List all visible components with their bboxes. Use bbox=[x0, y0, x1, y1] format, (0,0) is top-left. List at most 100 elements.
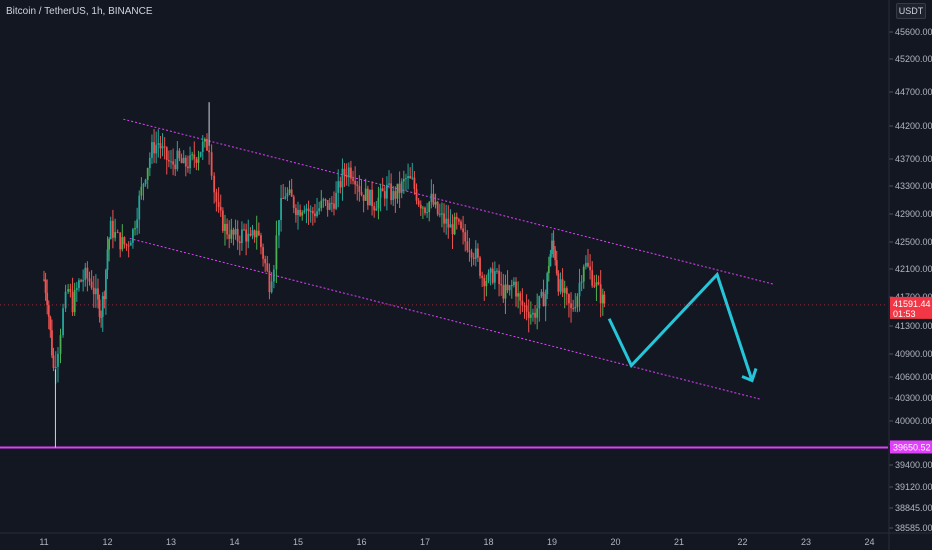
candle-body bbox=[328, 202, 331, 210]
candle-body bbox=[266, 263, 269, 271]
currency-selector[interactable]: USDT bbox=[896, 3, 926, 19]
support-price-value: 39650.52 bbox=[893, 442, 931, 452]
candle-body bbox=[515, 281, 517, 297]
candle-body bbox=[282, 197, 285, 199]
candle-body bbox=[390, 183, 393, 201]
candle-body bbox=[379, 188, 382, 198]
candle-body bbox=[527, 311, 530, 318]
candle-body bbox=[373, 206, 376, 211]
candle-body bbox=[460, 221, 462, 229]
candle-body bbox=[419, 204, 422, 209]
candle-body bbox=[447, 218, 450, 228]
candle-body bbox=[203, 138, 206, 142]
candle-body bbox=[464, 232, 467, 242]
candle-body bbox=[587, 262, 589, 267]
candle-body bbox=[146, 168, 149, 180]
candle-body bbox=[424, 207, 426, 213]
y-tick-label: 40000.00 bbox=[895, 416, 932, 426]
candle-body bbox=[434, 201, 437, 205]
candle-body bbox=[554, 249, 557, 261]
candle-body bbox=[189, 155, 191, 169]
candle-body bbox=[529, 314, 532, 318]
candle-body bbox=[593, 285, 596, 287]
candle-body bbox=[366, 188, 369, 206]
x-tick-label: 13 bbox=[166, 537, 176, 547]
x-tick-label: 16 bbox=[356, 537, 366, 547]
candle-body bbox=[500, 283, 503, 286]
candle-body bbox=[445, 218, 448, 224]
candle-body bbox=[330, 202, 333, 204]
candle-body bbox=[62, 308, 64, 336]
candle-body bbox=[305, 208, 308, 211]
candle-body bbox=[595, 282, 598, 287]
y-tick-label: 45600.00 bbox=[895, 27, 932, 37]
candle-body bbox=[398, 183, 401, 193]
candle-body bbox=[108, 239, 110, 250]
x-tick-label: 22 bbox=[737, 537, 747, 547]
candle-body bbox=[106, 249, 109, 271]
candle-body bbox=[127, 245, 130, 247]
y-tick-label: 40600.00 bbox=[895, 372, 932, 382]
candle-body bbox=[228, 234, 231, 239]
candle-body bbox=[402, 179, 405, 182]
y-tick-label: 42100.00 bbox=[895, 264, 932, 274]
candle-body bbox=[341, 168, 344, 188]
candle-body bbox=[462, 228, 464, 233]
candle-body bbox=[157, 143, 160, 145]
candle-body bbox=[472, 257, 475, 259]
candle-body bbox=[345, 175, 348, 178]
candle-body bbox=[396, 183, 399, 199]
candle-body bbox=[257, 230, 260, 236]
candle-body bbox=[584, 262, 587, 267]
candle-body bbox=[320, 200, 323, 209]
candle-body bbox=[44, 279, 47, 293]
candle-body bbox=[407, 175, 409, 179]
candle-body bbox=[441, 213, 443, 215]
candle-body bbox=[247, 233, 250, 242]
candle-body bbox=[358, 185, 361, 192]
candle-body bbox=[339, 181, 342, 188]
candle-body bbox=[167, 160, 170, 162]
candle-body bbox=[78, 280, 80, 289]
candle-body bbox=[224, 223, 226, 231]
candle-body bbox=[142, 183, 145, 187]
y-tick-label: 40900.00 bbox=[895, 349, 932, 359]
candle-body bbox=[523, 305, 526, 307]
candle-body bbox=[381, 188, 384, 192]
candle-body bbox=[116, 232, 119, 234]
y-tick-label: 39120.00 bbox=[895, 482, 932, 492]
candle-body bbox=[481, 275, 484, 278]
candle-body bbox=[400, 181, 403, 193]
candle-body bbox=[213, 175, 216, 193]
candle-body bbox=[219, 206, 222, 211]
candle-body bbox=[510, 285, 513, 287]
candle-body bbox=[199, 152, 202, 157]
candle-body bbox=[337, 181, 340, 193]
candle-body bbox=[428, 202, 431, 213]
x-tick-label: 18 bbox=[483, 537, 493, 547]
candle-body bbox=[561, 279, 564, 293]
candle-body bbox=[238, 241, 241, 243]
candle-body bbox=[468, 250, 471, 252]
candle-body bbox=[217, 201, 220, 207]
candle-body bbox=[243, 229, 245, 231]
candle-body bbox=[159, 143, 162, 149]
candle-body bbox=[206, 138, 208, 151]
candle-body bbox=[208, 150, 210, 153]
candle-body bbox=[132, 229, 134, 243]
candle-body bbox=[197, 156, 200, 163]
candle-body bbox=[455, 216, 458, 220]
candle-body bbox=[551, 240, 553, 255]
candle-body bbox=[580, 281, 583, 283]
candle-body bbox=[443, 213, 445, 224]
candle-body bbox=[172, 161, 175, 165]
candle-body bbox=[394, 191, 397, 199]
candle-body bbox=[210, 152, 213, 176]
candle-body bbox=[43, 279, 45, 281]
candle-body bbox=[299, 209, 302, 216]
candle-body bbox=[536, 308, 539, 318]
candle-body bbox=[383, 191, 386, 199]
candle-body bbox=[286, 192, 289, 197]
y-tick-label: 38845.00 bbox=[895, 503, 932, 513]
